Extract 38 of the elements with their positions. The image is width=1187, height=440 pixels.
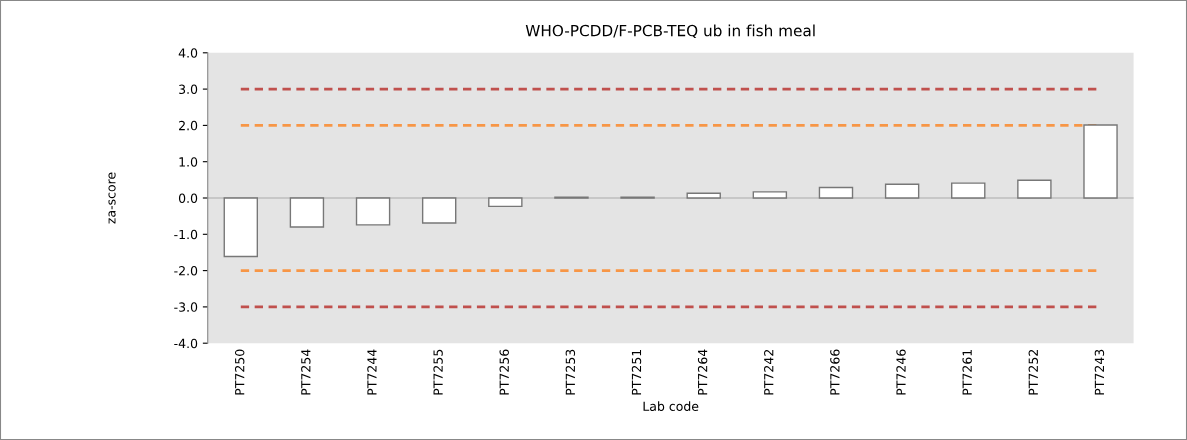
bar (289, 197, 325, 228)
bar (1083, 124, 1118, 199)
bar (488, 197, 523, 208)
x-tick-label: PT7266 (830, 349, 840, 395)
y-tick-label: -2.0 (174, 266, 198, 276)
bar (1017, 179, 1052, 199)
x-tick-label: PT7252 (1028, 350, 1039, 395)
x-tick-label: PT7244 (367, 349, 377, 395)
bar (223, 197, 259, 258)
x-tick-label: PT7255 (433, 349, 443, 395)
bar (951, 182, 986, 199)
chart-title: WHO-PCDD/F-PCB-TEQ ub in fish meal (525, 24, 815, 39)
y-tick-label: -1.0 (174, 229, 198, 240)
x-tick-label: PT7261 (962, 349, 972, 395)
x-tick-label: PT7242 (764, 350, 774, 395)
y-tick-label: -4.0 (174, 338, 198, 349)
bar (818, 186, 854, 199)
x-tick-label: PT7253 (565, 349, 576, 395)
y-tick-label: -3.0 (174, 302, 198, 312)
x-tick-label: PT7264 (697, 349, 708, 395)
y-axis-title: za-score (108, 172, 116, 224)
bar (884, 183, 920, 199)
x-tick-label: PT7246 (896, 349, 906, 395)
x-tick-label: PT7256 (499, 349, 509, 395)
x-tick-label: PT7243 (1094, 349, 1105, 395)
x-axis-title: Lab code (643, 401, 699, 411)
x-tick-label: PT7250 (234, 349, 245, 395)
y-tick-label: 2.0 (179, 120, 198, 131)
bar (686, 192, 721, 199)
y-tick-label: 0.0 (178, 193, 198, 203)
x-tick-label: PT7251 (631, 349, 642, 395)
x-tick-label: PT7254 (301, 349, 311, 395)
y-tick-label: 1.0 (179, 157, 198, 167)
bar (752, 191, 788, 199)
y-tick-label: 3.0 (179, 84, 198, 95)
bar (421, 197, 457, 224)
bar (355, 197, 391, 226)
y-tick-label: 4.0 (178, 48, 198, 58)
